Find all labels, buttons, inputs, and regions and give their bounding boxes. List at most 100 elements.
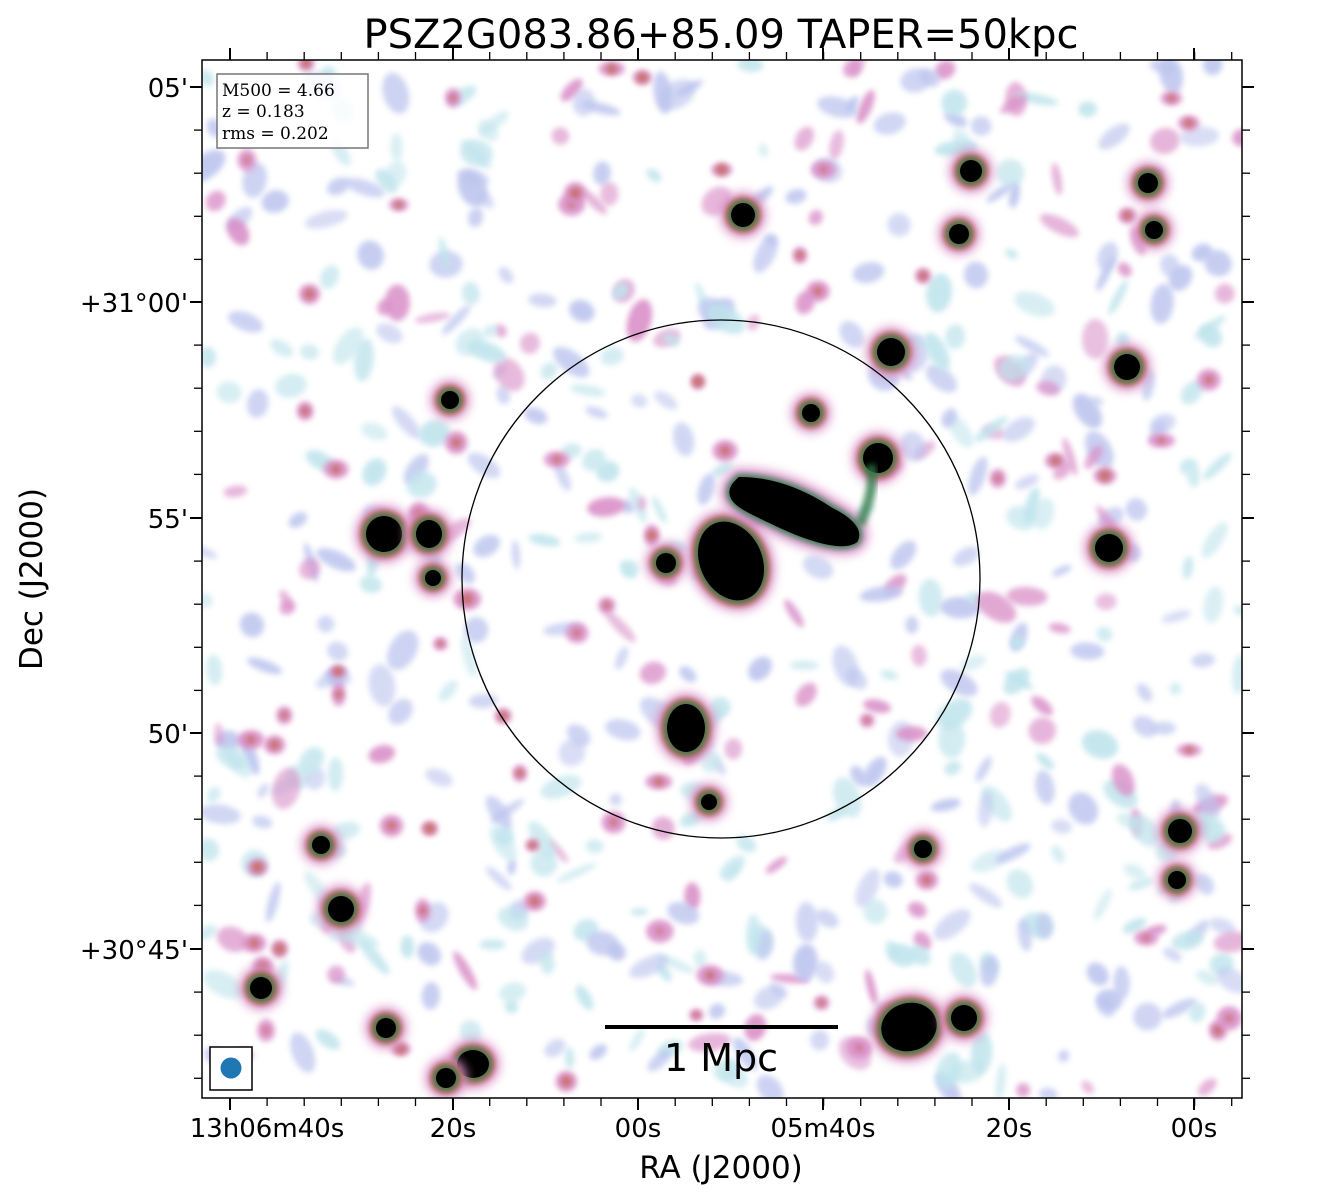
noise-blob: [202, 346, 216, 368]
noise-blob: [693, 949, 707, 968]
noise-blob: [202, 149, 226, 183]
noise-blob: [479, 111, 509, 136]
noise-blob: [637, 496, 647, 511]
noise-blob: [202, 69, 214, 87]
noise-blob: [969, 883, 1003, 908]
noise-blob: [544, 1038, 566, 1058]
radio-source: [720, 192, 766, 238]
noise-blob: [810, 1029, 830, 1051]
noise-blob: [1231, 654, 1242, 694]
noise-blob: [246, 389, 269, 418]
noise-blob: [701, 751, 722, 773]
noise-blob: [944, 111, 968, 128]
noise-blob: [614, 646, 629, 670]
noise-blob: [720, 1062, 748, 1089]
noise-core: [449, 94, 457, 102]
radio-source: [1157, 808, 1203, 854]
noise-blob: [629, 954, 669, 979]
x-tick-label: 20s: [430, 1114, 477, 1144]
noise-blob: [883, 871, 903, 888]
noise-blob: [300, 344, 319, 360]
radio-source: [1157, 860, 1197, 900]
noise-blob: [494, 324, 507, 338]
noise-blob: [479, 939, 506, 950]
noise-blob: [327, 965, 346, 984]
noise-blob: [630, 907, 649, 916]
noise-blob: [1096, 988, 1123, 1011]
noise-core: [653, 776, 664, 787]
noise-blob: [257, 783, 269, 798]
noise-blob: [963, 261, 989, 289]
noise-blob: [654, 390, 678, 410]
noise-core: [820, 166, 827, 173]
noise-blob: [384, 284, 410, 322]
noise-blob: [528, 821, 556, 858]
noise-blob: [317, 615, 335, 633]
noise-core: [246, 735, 256, 745]
radio-source: [949, 149, 993, 193]
noise-blob: [708, 1003, 726, 1020]
noise-core: [569, 187, 582, 199]
noise-blob: [1194, 315, 1226, 340]
radio-sources: [239, 149, 1203, 1098]
noise-core: [795, 250, 805, 260]
noise-blob: [376, 323, 403, 344]
noise-blob: [865, 969, 878, 1005]
noise-blob: [247, 657, 282, 675]
noise-blob: [852, 262, 885, 284]
noise-blob: [941, 408, 957, 428]
noise-blob: [935, 1052, 962, 1090]
noise-blob: [926, 273, 953, 313]
noise-blob: [360, 422, 388, 441]
noise-blob: [459, 1020, 482, 1045]
y-axis-label: Dec (J2000): [14, 488, 50, 670]
noise-blob: [265, 881, 281, 923]
noise-core: [418, 906, 427, 915]
noise-blob: [978, 791, 994, 828]
axis-ticks: [190, 48, 1254, 1110]
noise-blob: [975, 756, 992, 782]
noise-blob: [952, 546, 980, 567]
noise-blob: [1116, 812, 1141, 829]
noise-blob: [279, 589, 293, 611]
noise-blob: [1095, 593, 1117, 610]
noise-core: [386, 821, 397, 831]
noise-blob: [566, 724, 591, 747]
noise-blob: [585, 406, 608, 419]
noise-blob: [1108, 279, 1128, 316]
noise-blob: [530, 849, 558, 877]
noise-blob: [1002, 417, 1035, 442]
noise-blob: [940, 669, 978, 697]
noise-core: [528, 840, 537, 850]
noise-blob: [1204, 249, 1232, 277]
noise-blob: [826, 806, 848, 821]
noise-blob: [863, 899, 888, 925]
noise-blob: [794, 126, 815, 151]
noise-blob: [765, 856, 788, 874]
noise-blob: [1048, 622, 1071, 634]
noise-blob: [795, 901, 819, 943]
noise-blob: [1086, 962, 1109, 986]
noise-blob: [384, 160, 407, 188]
noise-blob: [612, 282, 629, 300]
noise-core: [813, 286, 823, 296]
noise-blob: [551, 127, 570, 145]
noise-blob: [382, 72, 410, 114]
noise-blob: [425, 768, 453, 787]
noise-blob: [539, 950, 555, 975]
noise-core: [1212, 1025, 1223, 1036]
noise-blob: [519, 332, 540, 354]
noise-blob: [756, 1074, 784, 1098]
noise-blob: [1128, 877, 1154, 891]
noise-blob: [368, 744, 396, 764]
noise-blob: [461, 281, 480, 306]
noise-blob: [662, 333, 680, 347]
noise-blob: [463, 616, 489, 643]
scale-bar: 1 Mpc: [605, 1025, 838, 1080]
noise-blob: [554, 462, 571, 492]
radio-source: [940, 994, 988, 1042]
noise-blob: [658, 79, 696, 110]
noise-blob: [1081, 1080, 1094, 1094]
radio-source: [317, 885, 365, 933]
